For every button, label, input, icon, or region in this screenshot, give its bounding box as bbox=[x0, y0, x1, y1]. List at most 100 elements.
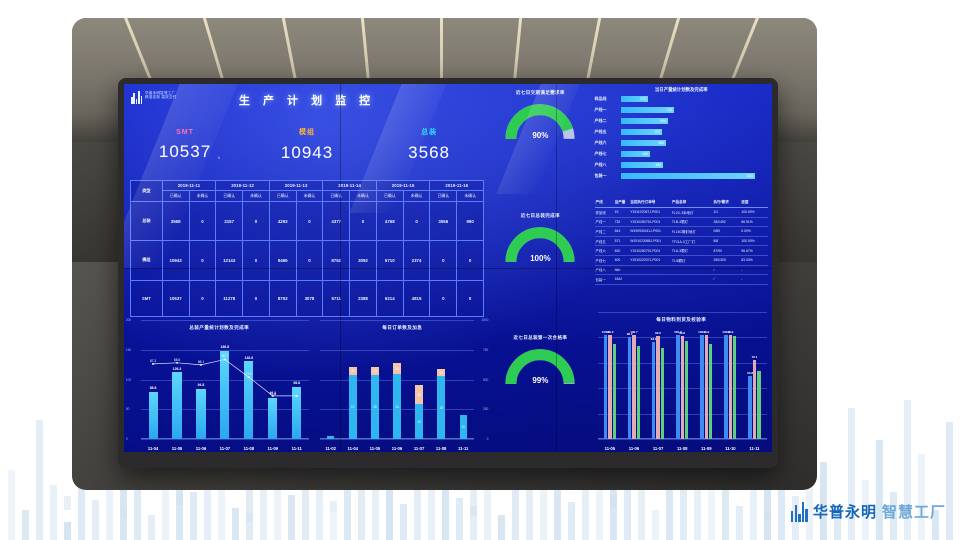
bar-cell: 100.1 99.9 bbox=[694, 325, 718, 439]
table-cell: 产线二 bbox=[594, 226, 614, 237]
bar-cell: 100.0 100.2 bbox=[598, 325, 622, 439]
plan-table-sub-header: 未确认 bbox=[349, 190, 377, 202]
bar-group: 60.8 76.1 bbox=[747, 325, 762, 439]
gauge-title: 近七日总装完成率 bbox=[520, 212, 560, 218]
plan-cell: 10943 bbox=[161, 240, 190, 281]
bar-track: 620 bbox=[620, 139, 767, 146]
plan-cell: 3092 bbox=[349, 240, 377, 281]
plan-cell: 0 bbox=[188, 279, 217, 318]
plan-table-sub-row: 已确认 未确认 已确认 未确认 已确认 未确认 已确认 未确认 已确认 未确认 已确认 未确认 bbox=[131, 190, 485, 202]
line-plan-chart[interactable]: 当日产量统计划数及完成率 样品线 370 产线一 732 产线二 644 产线五 571 产线六… bbox=[591, 84, 772, 196]
bar-cell: 146.8 bbox=[237, 333, 261, 439]
x-tick-label: 11-05 bbox=[369, 446, 381, 451]
stacked-bar: 33 14 bbox=[415, 384, 423, 439]
horizontal-bars: 样品线 370 产线一 732 产线二 644 产线五 571 产线六 620 产线七 400 产线八 5… bbox=[591, 93, 772, 181]
kpi-card-assembly[interactable]: 总装 3568 bbox=[368, 114, 490, 176]
production-table-wrapper: 产线 当产量 当前执行订单号 产品名称 执行/需求 进度 样品线 19 Y191107067J… bbox=[591, 196, 772, 314]
gauge-arc-icon bbox=[505, 104, 575, 140]
plan-cell: 4377 bbox=[322, 200, 351, 242]
bar: 1842 bbox=[620, 172, 756, 179]
bar-cell: 60.8 76.1 bbox=[742, 325, 766, 439]
gauge-firstpass[interactable]: 近七日总装第一次合格率 99% bbox=[490, 329, 590, 452]
plot-area: 0 250 500 750 1000 11-02 11-04 11-05 11-06 11-07 1… bbox=[314, 318, 490, 452]
bar: 146.8 bbox=[244, 356, 254, 439]
bar-track: 1842 bbox=[620, 172, 767, 179]
y-tick-label: 150 bbox=[125, 347, 132, 352]
table-cell bbox=[629, 265, 671, 276]
bar-cell: 88.8 bbox=[141, 333, 165, 439]
x-tick-label: 11-08 bbox=[243, 446, 255, 451]
table-cell: 包装一 bbox=[594, 274, 614, 285]
plan-cell: 0 bbox=[242, 200, 270, 242]
table-cell: T1B-3颗灯 bbox=[670, 217, 713, 228]
bar: 93.8 bbox=[651, 337, 657, 439]
kpi-card-smt[interactable]: SMT 10537 h bbox=[124, 114, 246, 176]
production-table-head: 产线 当产量 当前执行订单号 产品名称 执行/需求 进度 bbox=[594, 198, 768, 208]
kpi-card-module[interactable]: 模组 10943 bbox=[246, 114, 368, 176]
material-rate-chart[interactable]: 每日物料到货及校验率 11-05 11-06 11-07 11-08 11-09 11-1… bbox=[591, 312, 772, 452]
table-cell: / bbox=[712, 274, 741, 285]
table-row: 产线一 732 Y191028079J-P001 T1B-3颗灯 282/492 56.9… bbox=[594, 217, 768, 228]
x-axis-labels: 11-02 11-04 11-05 11-06 11-07 11-08 11-11 bbox=[320, 446, 475, 451]
plan-row-label: SMT bbox=[130, 279, 163, 318]
daily-output-chart[interactable]: 总装产量统计划数及完成率 0 50 100 150 200 11-04 11-05 11-06… bbox=[124, 318, 314, 452]
bar-value: 100.0 bbox=[601, 330, 610, 335]
table-row: 产线七 400 Y191022037J-P001 T1/8颗灯 250/300 83.33… bbox=[594, 255, 768, 266]
x-tick-label: 11-02 bbox=[325, 446, 336, 451]
table-cell: 400 bbox=[613, 255, 630, 266]
bar-value: 77.8 bbox=[269, 392, 277, 397]
segment-value: 33 bbox=[373, 369, 377, 374]
chart-title: 当日产量统计划数及完成率 bbox=[654, 87, 708, 92]
y-tick-label: 50 bbox=[125, 407, 130, 412]
plan-cell: 12143 bbox=[215, 240, 244, 281]
table-cell: 1/1 bbox=[712, 207, 741, 218]
table-row: SMT 10537 0 11278 0 8753 3078 5711 2388 6214 4815 0… bbox=[130, 279, 485, 318]
bar-value: 100.7 bbox=[630, 329, 638, 334]
gauge-delivery[interactable]: 近七日交期满足需求率 90% bbox=[490, 84, 590, 207]
bar: 76.1 bbox=[752, 355, 757, 439]
left-column: 华普永明智慧工厂 精准定制 高效交付 生 产 计 划 监 控 SMT 10537… bbox=[124, 84, 490, 452]
segment-value: 15 bbox=[439, 405, 443, 410]
kpi-label: 模组 bbox=[299, 129, 316, 136]
footer-brand-name: 华普永明 bbox=[812, 504, 877, 521]
y-tick-label: 250 bbox=[483, 407, 489, 412]
bar-cell: 33 14 bbox=[386, 333, 408, 439]
table-cell: 8/8 bbox=[712, 236, 741, 247]
bar-cell: 33 14 bbox=[408, 333, 430, 439]
x-tick-label: 11-05 bbox=[171, 446, 183, 451]
y-tick-label: 100 bbox=[125, 377, 132, 382]
right-column: 当日产量统计划数及完成率 样品线 370 产线一 732 产线二 644 产线五 571 产线六… bbox=[591, 84, 772, 452]
plan-cell: 8753 bbox=[268, 279, 297, 318]
bar-segment: 15 bbox=[437, 376, 445, 439]
bar-cell: 126.3 bbox=[165, 333, 189, 439]
bar: 60.8 bbox=[747, 371, 753, 439]
x-tick-label: 11-08 bbox=[435, 446, 447, 451]
table-cell: 产线八 bbox=[594, 265, 614, 276]
daily-orders-chart[interactable]: 每日订单数及加急 0 250 500 750 1000 11-02 11-04 11-05 11… bbox=[314, 318, 490, 452]
bar-value: 580 bbox=[655, 162, 661, 167]
table-cell: 1842 bbox=[613, 274, 630, 285]
bar: 99.8 bbox=[679, 331, 685, 439]
bar-label: 产线五 bbox=[594, 128, 607, 134]
bar-segment: 14 bbox=[393, 374, 401, 439]
stacked-bar: 33 15 bbox=[437, 369, 445, 439]
plan-table-wrapper: 类型 2019-11-11 2019-11-12 2019-11-13 2019-11-… bbox=[124, 176, 490, 322]
line-value: 87.3 bbox=[149, 358, 157, 363]
bar: 100.2 bbox=[606, 330, 614, 439]
bar-cell: 94.8 bbox=[189, 333, 213, 439]
dashboard-screen: 华普永明智慧工厂 精准定制 高效交付 生 产 计 划 监 控 SMT 10537… bbox=[124, 84, 772, 452]
plan-cell: 0 bbox=[295, 200, 324, 242]
table-cell: 83.33% bbox=[740, 255, 768, 266]
x-tick-label: 11-11 bbox=[291, 446, 302, 451]
table-cell: 产线一 bbox=[594, 217, 614, 228]
bar-cell: 166.8 bbox=[213, 333, 237, 439]
y-tick-label: 750 bbox=[483, 347, 489, 352]
bar-track: 370 bbox=[620, 95, 767, 102]
bar: 732 bbox=[620, 106, 675, 113]
production-header-row: 产线 当产量 当前执行订单号 产品名称 执行/需求 进度 bbox=[594, 198, 768, 208]
table-cell: - bbox=[740, 265, 768, 276]
gauge-completion[interactable]: 近七日总装完成率 100% bbox=[490, 207, 590, 330]
table-cell: 56.91% bbox=[740, 217, 768, 228]
y-tick-label: 500 bbox=[483, 377, 489, 382]
line-series bbox=[151, 358, 299, 397]
